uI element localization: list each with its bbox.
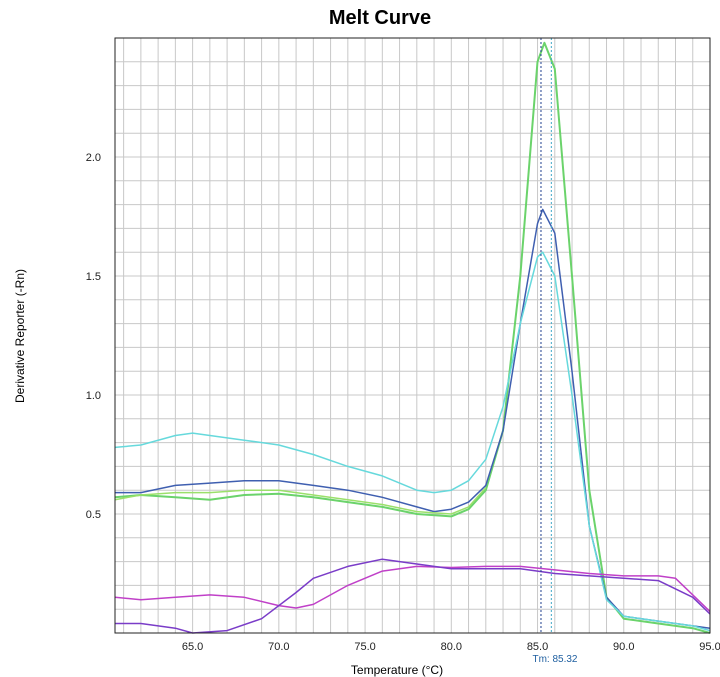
y-tick-labels: 0.5 1.0 1.5 2.0 bbox=[86, 152, 101, 521]
x-tick-labels: 65.0 70.0 75.0 80.0 85.0 90.0 95.0 bbox=[182, 641, 720, 653]
x-tick-label: 65.0 bbox=[182, 641, 203, 653]
series-line bbox=[114, 487, 487, 515]
series-line bbox=[114, 251, 711, 632]
y-tick-label: 1.0 bbox=[86, 390, 101, 402]
x-tick-label: 75.0 bbox=[354, 641, 375, 653]
x-tick-label: 95.0 bbox=[699, 641, 720, 653]
y-tick-label: 0.5 bbox=[86, 509, 101, 521]
grid bbox=[115, 37, 711, 633]
series-line bbox=[114, 41, 711, 634]
x-tick-label: 85.0 bbox=[527, 641, 548, 653]
x-axis-label: Temperature (°C) bbox=[351, 663, 443, 677]
x-tick-label: 70.0 bbox=[268, 641, 289, 653]
tm-marker: Tm: 85.32 bbox=[532, 38, 578, 665]
y-tick-label: 1.5 bbox=[86, 271, 101, 283]
x-tick-label: 90.0 bbox=[613, 641, 634, 653]
plot-frame bbox=[114, 37, 711, 634]
chart-title: Melt Curve bbox=[329, 7, 431, 29]
series-group bbox=[114, 41, 711, 634]
series-line bbox=[115, 558, 711, 634]
y-tick-label: 2.0 bbox=[86, 152, 101, 164]
y-axis-label: Derivative Reporter (-Rn) bbox=[13, 269, 27, 403]
tm-label: Tm: 85.32 bbox=[532, 654, 577, 665]
x-tick-label: 80.0 bbox=[441, 641, 462, 653]
series-line bbox=[114, 565, 711, 613]
